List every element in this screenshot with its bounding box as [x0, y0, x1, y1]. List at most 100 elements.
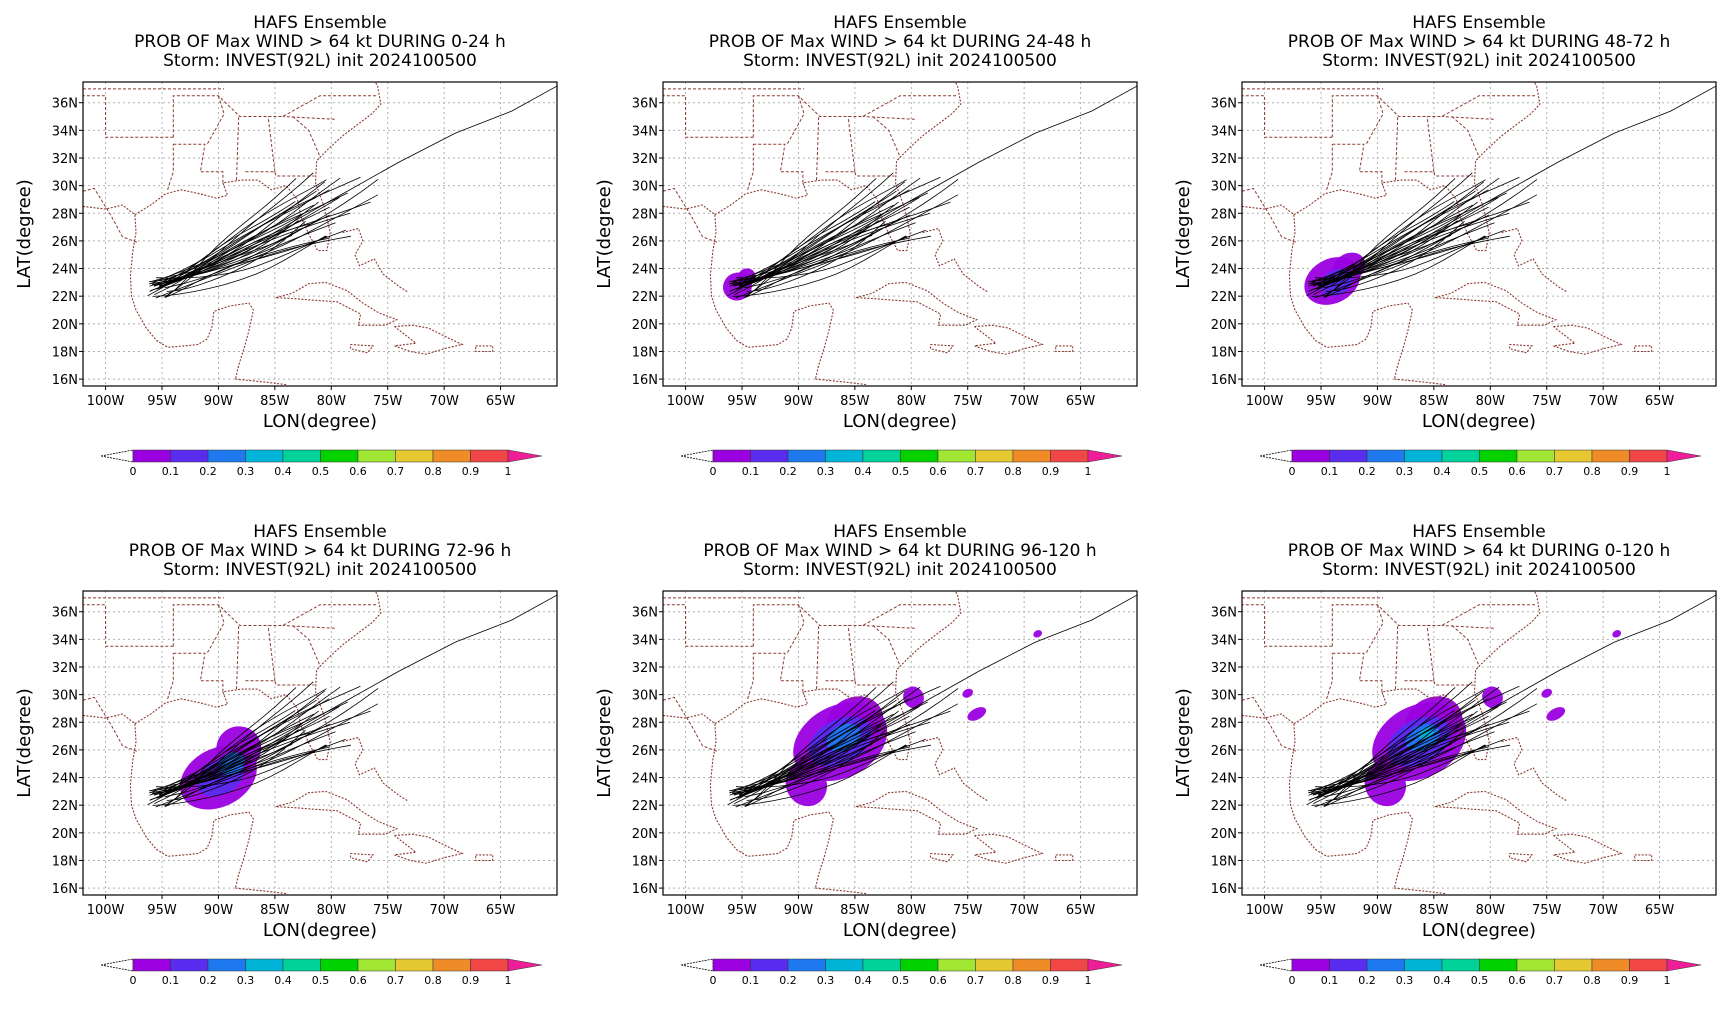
state-border [83, 187, 138, 243]
y-tick-label: 20N [632, 827, 658, 842]
y-tick-label: 22N [52, 290, 78, 305]
state-border [1451, 625, 1480, 666]
y-axis-label: LAT(degree) [594, 688, 615, 797]
ensemble-track [1323, 179, 1538, 289]
ensemble-track [1311, 744, 1486, 806]
colorbar-swatch [1554, 958, 1593, 972]
state-border [663, 187, 718, 243]
colorbar-label: 0.7 [967, 465, 985, 478]
coastline [663, 204, 834, 380]
colorbar-label: 0.1 [162, 465, 180, 478]
x-tick-label: 70W [1588, 903, 1618, 918]
coastline [83, 204, 254, 380]
y-tick-label: 24N [52, 772, 78, 787]
state-border [83, 696, 138, 752]
colorbar-label: 0.4 [1433, 465, 1451, 478]
ensemble-track [1311, 235, 1486, 297]
coastline [922, 736, 989, 802]
y-tick-label: 26N [632, 744, 658, 759]
colorbar-label: 0.9 [462, 465, 480, 478]
y-tick-label: 34N [632, 124, 658, 139]
x-tick-label: 85W [840, 394, 870, 409]
ensemble-track [1325, 746, 1489, 807]
ensemble-track [1323, 687, 1456, 808]
colorbar-swatch [470, 449, 509, 463]
panel-subtitle: PROB OF Max WIND > 64 kt DURING 72-96 h [129, 541, 511, 561]
ensemble-track [164, 713, 314, 807]
colorbar-swatch [395, 449, 434, 463]
y-tick-label: 28N [1211, 207, 1237, 222]
colorbar-swatch [750, 958, 789, 972]
colorbar-label: 0.7 [967, 974, 985, 987]
state-border [1395, 625, 1399, 690]
state-border [267, 116, 276, 172]
colorbar-label: 1 [505, 465, 512, 478]
colorbar-label: 0.3 [237, 974, 255, 987]
y-axis-label: LAT(degree) [1173, 179, 1194, 288]
ensemble-track [744, 687, 877, 808]
x-tick-label: 90W [204, 903, 234, 918]
colorbar-label: 0.3 [1396, 974, 1414, 987]
colorbar-label: 0.4 [274, 465, 292, 478]
x-tick-label: 90W [784, 903, 814, 918]
ensemble-track [732, 744, 907, 806]
y-tick-label: 32N [632, 661, 658, 676]
map-frame [1241, 590, 1717, 896]
colorbar-label: 0.8 [1004, 465, 1022, 478]
state-border [1426, 625, 1435, 681]
colorbar-swatch [787, 449, 826, 463]
y-tick-label: 16N [52, 882, 78, 897]
colorbar-label: 0.7 [387, 465, 405, 478]
x-tick-label: 80W [317, 903, 347, 918]
x-tick-label: 100W [87, 394, 125, 409]
coastline [929, 852, 955, 863]
y-tick-label: 24N [632, 772, 658, 787]
ensemble-track [1324, 710, 1455, 794]
colorbar-swatch [245, 449, 284, 463]
coastline [974, 833, 1044, 864]
colorbar-label: 0.9 [1042, 465, 1060, 478]
colorbar-label: 0.2 [779, 974, 797, 987]
state-border [173, 143, 224, 183]
ensemble-track [1306, 223, 1470, 297]
x-tick-label: 85W [260, 903, 290, 918]
colorbar-swatch [1629, 958, 1668, 972]
panel-subtitle: PROB OF Max WIND > 64 kt DURING 48-72 h [1288, 32, 1670, 52]
x-axis-label: LON(degree) [843, 920, 957, 941]
x-tick-label: 100W [667, 394, 705, 409]
state-border [816, 116, 820, 181]
coastline [83, 713, 254, 889]
state-border [1326, 653, 1333, 699]
y-tick-label: 18N [632, 854, 658, 869]
x-tick-label: 90W [1363, 394, 1393, 409]
colorbar-label: 0 [130, 465, 137, 478]
panel-title: HAFS Ensemble [833, 13, 966, 33]
state-border [752, 604, 958, 647]
x-tick-label: 80W [1476, 394, 1506, 409]
coastline [1553, 324, 1623, 355]
colorbar-label: 0.2 [199, 465, 217, 478]
colorbar-label: 0.8 [1583, 465, 1601, 478]
state-border [83, 604, 174, 647]
ensemble-track [745, 201, 876, 285]
colorbar-swatch [132, 449, 171, 463]
colorbar-label: 0.8 [1583, 974, 1601, 987]
y-tick-label: 18N [1211, 854, 1237, 869]
y-tick-label: 30N [52, 689, 78, 704]
ensemble-track [166, 729, 306, 801]
ensemble-track [164, 204, 314, 298]
ensemble-track [164, 179, 379, 289]
state-border [1332, 652, 1383, 692]
coastline [235, 887, 287, 895]
y-tick-label: 22N [1211, 799, 1237, 814]
coastline [922, 227, 989, 293]
colorbar-label: 0.9 [1621, 974, 1639, 987]
state-border [1441, 625, 1494, 629]
state-border [236, 625, 240, 690]
coastline [929, 343, 955, 354]
state-border [1426, 116, 1435, 172]
colorbar-label: 0.5 [1471, 974, 1489, 987]
